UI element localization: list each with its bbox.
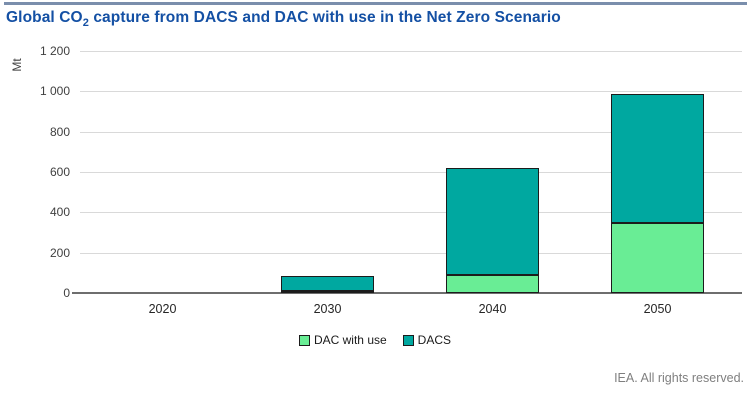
x-axis-line (72, 292, 742, 294)
chart-title: Global CO2 capture from DACS and DAC wit… (6, 9, 561, 29)
y-tick-label: 1 200 (39, 44, 70, 58)
legend-swatch-dacs (402, 334, 414, 346)
y-tick-label: 600 (49, 165, 70, 179)
y-tick-label: 400 (49, 205, 70, 220)
y-gridline (80, 91, 742, 93)
legend-swatch-dac-with-use (298, 334, 310, 346)
bar-segment-dac-with-use-2040 (446, 274, 539, 293)
y-gridline (80, 252, 742, 254)
y-tick-label: 1 000 (39, 84, 70, 99)
bar-segment-dac-with-use-2050 (611, 223, 704, 293)
y-tick-label: 0 (63, 286, 70, 300)
x-tick-label-2040: 2040 (478, 302, 507, 316)
legend-item-dac-with-use: DAC with use (298, 333, 387, 347)
y-gridline (80, 172, 742, 173)
legend: DAC with use DACS (0, 333, 750, 347)
chart-title-subscript: 2 (82, 17, 89, 30)
bar-segment-dacs-2030 (281, 275, 374, 291)
bar-segment-dac-with-use-2030 (281, 290, 374, 293)
y-gridline (80, 131, 742, 133)
copyright-text: IEA. All rights reserved. (614, 371, 744, 385)
x-tick-label-2020: 2020 (148, 302, 177, 316)
y-tick-label: 800 (49, 124, 70, 139)
y-gridline (80, 51, 742, 52)
bar-segment-dacs-2040 (446, 167, 539, 275)
legend-label: DAC with use (313, 333, 387, 347)
y-gridline (80, 212, 742, 214)
top-divider (4, 2, 747, 5)
chart-title-prefix: Global CO (6, 9, 83, 26)
legend-label: DACS (417, 333, 452, 347)
chart-title-suffix: capture from DACS and DAC with use in th… (88, 9, 561, 26)
legend-item-dacs: DACS (402, 333, 452, 347)
y-tick-label: 200 (49, 245, 70, 260)
bar-segment-dacs-2050 (611, 94, 704, 224)
x-tick-label-2030: 2030 (313, 302, 342, 316)
x-tick-label-2050: 2050 (643, 302, 672, 316)
